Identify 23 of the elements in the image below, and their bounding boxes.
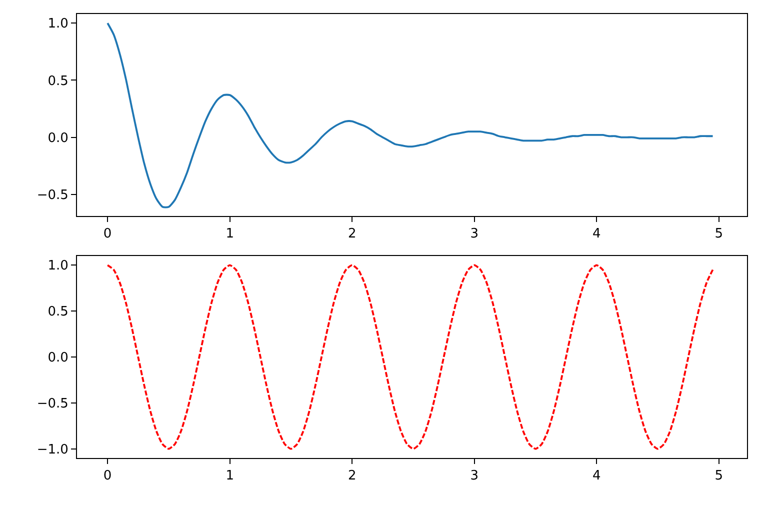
x-tick-label: 3: [470, 226, 478, 242]
x-tick-label: 1: [226, 468, 234, 484]
x-tick-label: 5: [714, 226, 724, 242]
x-tick-label: 4: [592, 226, 601, 242]
x-tick-label: 3: [470, 468, 478, 484]
x-tick-label: 2: [348, 226, 356, 242]
y-tick-label: 1.0: [48, 16, 68, 32]
y-tick-label: 0.5: [48, 74, 68, 89]
line-series: [106, 264, 714, 450]
x-tick-label: 0: [103, 226, 112, 242]
y-tick-label: −0.5: [36, 188, 68, 203]
y-tick-label: 1.0: [48, 258, 68, 274]
y-tick-label: 0.5: [48, 304, 68, 320]
y-tick-label: −0.5: [36, 396, 68, 412]
x-tick-label: 0: [103, 468, 112, 484]
x-tick-label: 2: [348, 468, 356, 484]
x-tick-label: 5: [714, 468, 724, 484]
y-tick-label: 0.0: [48, 130, 68, 146]
line-series: [106, 22, 714, 208]
x-tick-label: 1: [226, 226, 234, 242]
y-tick-label: −1.0: [36, 442, 68, 458]
x-tick-label: 4: [592, 468, 601, 484]
y-tick-label: 0.0: [48, 350, 68, 366]
